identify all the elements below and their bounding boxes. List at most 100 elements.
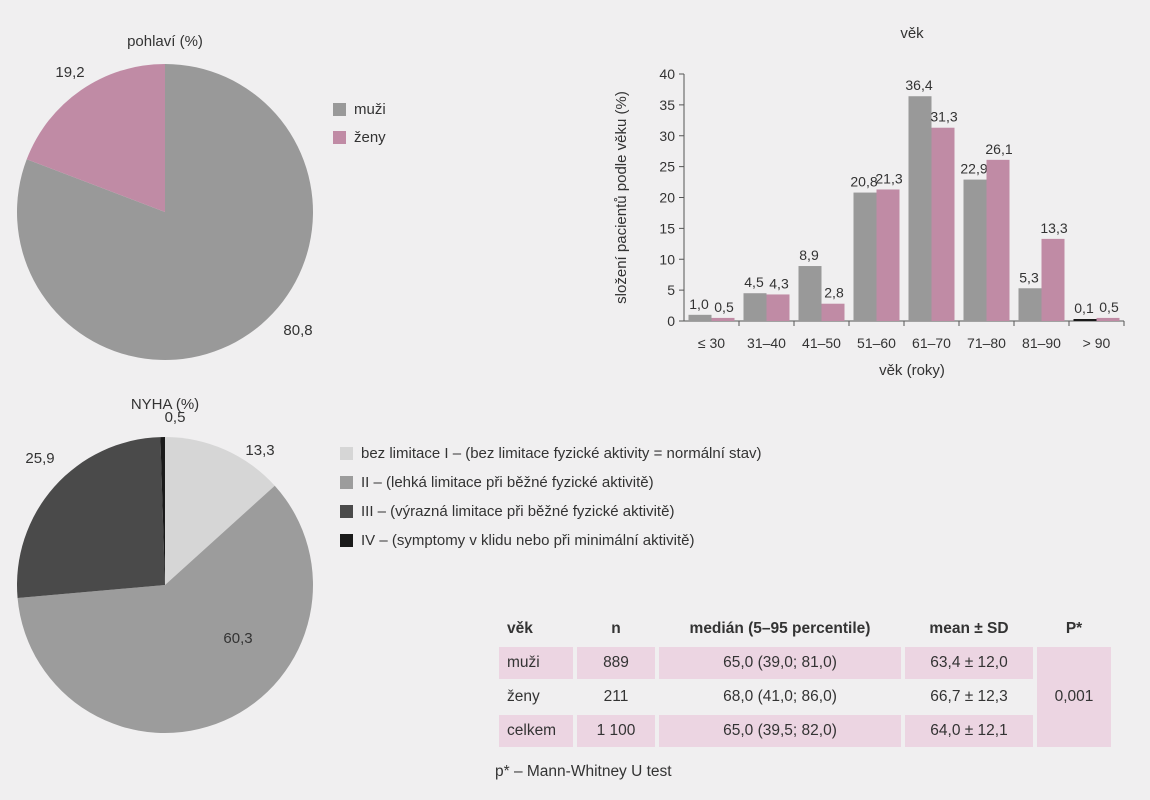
table-row: celkem 1 100 65,0 (39,5; 82,0) 64,0 ± 12… [499, 715, 1111, 747]
nyha-legend-item: II – (lehká limitace při běžné fyzické a… [340, 474, 654, 491]
pie-value-label: 0,5 [165, 410, 186, 426]
y-tick-label: 15 [659, 220, 675, 236]
pie-slice [160, 437, 165, 585]
bar-data-label: 0,5 [714, 299, 734, 315]
bar-data-label: 4,5 [744, 274, 764, 290]
nyha-legend-label: III – (výrazná limitace při běžné fyzick… [361, 503, 675, 520]
pie-slice [17, 485, 313, 733]
bar-zeny [986, 159, 1010, 321]
bar-muzi [908, 96, 932, 321]
x-tick-label: 31–40 [747, 335, 786, 351]
x-tick-label: 51–60 [857, 335, 896, 351]
x-axis-label: věk (roky) [879, 362, 945, 379]
bar-data-label: 8,9 [799, 247, 819, 263]
y-tick-label: 35 [659, 97, 675, 113]
nyha-legend-label: bez limitace I – (bez limitace fyzické a… [361, 445, 762, 462]
col-header-vek: věk [507, 620, 533, 637]
nyha-legend-swatch [340, 447, 353, 460]
nyha-legend-item: bez limitace I – (bez limitace fyzické a… [340, 445, 762, 462]
pie-slice [26, 64, 166, 212]
legend-zeny: ženy [333, 129, 386, 146]
bar-data-label: 5,3 [1019, 269, 1039, 285]
pie-value-label: 80,8 [283, 322, 312, 339]
bar-data-label: 22,9 [960, 161, 987, 177]
cell-p-value: 0,001 [1037, 647, 1111, 747]
age-stats-table: věk n medián (5–95 percentile) mean ± SD… [495, 611, 1115, 749]
nyha-legend-item: III – (výrazná limitace při běžné fyzick… [340, 503, 674, 520]
cell-mean: 64,0 ± 12,1 [905, 715, 1033, 747]
y-tick-label: 5 [667, 282, 675, 298]
pie-value-label: 13,3 [245, 442, 274, 459]
pie-slice [165, 437, 275, 585]
y-axis-label: složení pacientů podle věku (%) [613, 91, 630, 304]
age-bar-chart: věk 0 5 10 15 20 25 30 35 40 ≤ 30 1,0 0,5 31–40 4,5 4,3… [613, 25, 1125, 379]
bar-data-label: 26,1 [985, 141, 1012, 157]
table-row: muži 889 65,0 (39,0; 81,0) 63,4 ± 12,0 0… [499, 647, 1111, 747]
y-tick-label: 30 [659, 128, 675, 144]
bar-data-label: 13,3 [1040, 220, 1067, 236]
legend-zeny-label: ženy [354, 129, 386, 146]
legend-zeny-swatch [333, 131, 346, 144]
bar-data-label: 0,5 [1099, 299, 1119, 315]
nyha-legend-item: IV – (symptomy v klidu nebo při minimáln… [340, 532, 694, 549]
bar-zeny [1041, 238, 1065, 321]
cell-n: 889 [577, 647, 655, 679]
y-tick-label: 20 [659, 190, 675, 206]
nyha-legend-label: II – (lehká limitace při běžné fyzické a… [361, 474, 654, 491]
bar-muzi [1073, 319, 1097, 321]
x-tick-label: 61–70 [912, 335, 951, 351]
sex-pie-chart: 80,8 19,2 [16, 64, 313, 360]
table-header-row: věk n medián (5–95 percentile) mean ± SD… [499, 613, 1111, 645]
bar-muzi [798, 266, 822, 321]
cell-median: 68,0 (41,0; 86,0) [723, 688, 837, 705]
cell-median: 65,0 (39,0; 81,0) [659, 647, 901, 679]
x-tick-label: 71–80 [967, 335, 1006, 351]
col-header-mean: mean ± SD [929, 620, 1009, 637]
table-row: ženy 211 68,0 (41,0; 86,0) 66,7 ± 12,3 [499, 681, 1111, 713]
nyha-legend-swatch [340, 476, 353, 489]
cell-mean: 66,7 ± 12,3 [930, 688, 1008, 705]
y-tick-label: 40 [659, 66, 675, 82]
bar-muzi [963, 179, 987, 321]
bar-data-label: 0,1 [1074, 300, 1094, 316]
legend-muzi-label: muži [354, 101, 386, 118]
bar-muzi [743, 293, 767, 321]
bar-zeny [711, 317, 735, 321]
nyha-legend-label: IV – (symptomy v klidu nebo při minimáln… [361, 532, 695, 549]
cell-median: 65,0 (39,5; 82,0) [659, 715, 901, 747]
bar-zeny [876, 189, 900, 321]
nyha-legend-swatch [340, 534, 353, 547]
cell-group: ženy [507, 688, 540, 705]
col-header-p: P* [1065, 620, 1083, 637]
pie-slice [16, 437, 165, 599]
legend-muzi-swatch [333, 103, 346, 116]
x-tick-label: 41–50 [802, 335, 841, 351]
cell-group: muži [499, 647, 573, 679]
bar-data-label: 20,8 [850, 174, 877, 190]
bar-zeny [766, 294, 790, 321]
nyha-pie-title: NYHA (%) [130, 396, 200, 413]
legend-muzi: muži [333, 101, 386, 118]
y-tick-label: 0 [667, 313, 675, 329]
cell-mean: 63,4 ± 12,0 [905, 647, 1033, 679]
pie-value-label: 19,2 [55, 64, 84, 81]
footnote: p* – Mann-Whitney U test [495, 763, 672, 780]
bar-data-label: 1,0 [689, 296, 709, 312]
bar-data-label: 31,3 [930, 109, 957, 125]
x-tick-label: 81–90 [1022, 335, 1061, 351]
nyha-pie-chart: 13,3 60,3 25,9 0,5 [16, 410, 313, 733]
pie-value-label: 25,9 [25, 450, 54, 467]
pie-value-label: 60,3 [223, 630, 252, 647]
y-tick-label: 10 [659, 251, 675, 267]
bar-zeny [931, 127, 955, 321]
cell-n: 1 100 [577, 715, 655, 747]
cell-group: celkem [499, 715, 573, 747]
bar-zeny [821, 303, 845, 321]
bar-zeny [1096, 317, 1120, 321]
x-tick-label: ≤ 30 [698, 335, 725, 351]
bar-data-label: 2,8 [824, 285, 844, 301]
col-header-n: n [611, 620, 621, 637]
col-header-median: medián (5–95 percentile) [689, 620, 871, 637]
nyha-legend-swatch [340, 505, 353, 518]
x-tick-label: > 90 [1083, 335, 1111, 351]
